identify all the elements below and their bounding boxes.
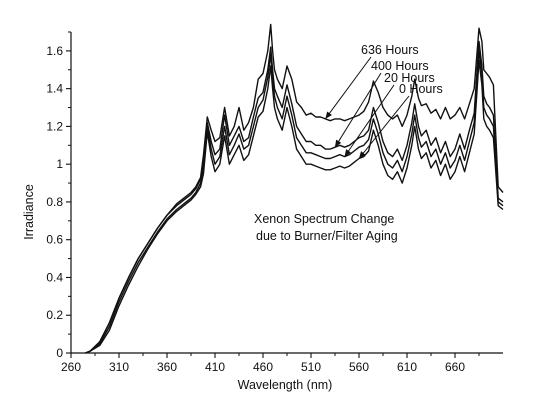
x-tick-label: 510 xyxy=(301,360,321,374)
annotation-line-1: Xenon Spectrum Change xyxy=(254,212,394,226)
x-tick-label: 310 xyxy=(109,360,129,374)
series-label-arrow-line xyxy=(344,84,395,157)
series-label-arrow-line xyxy=(358,95,410,159)
series-label-636-hours: 636 Hours xyxy=(361,43,419,57)
y-tick-label: 1 xyxy=(56,157,63,171)
series-line-0-hours xyxy=(85,59,504,354)
y-tick-label: 0 xyxy=(56,346,63,360)
x-tick-label: 260 xyxy=(61,360,81,374)
x-ticks-group: 260 310 360 410 460 510 560 610 660 xyxy=(61,353,480,374)
annotation-line-2: due to Burner/Filter Aging xyxy=(256,229,398,243)
series-label-0-hours: 0 Hours xyxy=(399,82,443,96)
series-line-400-hours xyxy=(85,40,504,354)
x-tick-label: 610 xyxy=(397,360,417,374)
series-label-arrow-head xyxy=(325,111,332,119)
y-ticks-group: 0 0.2 0.4 0.6 0.8 1 1.2 1.4 1.6 xyxy=(46,31,71,360)
y-tick-label: 0.4 xyxy=(46,270,63,284)
x-axis-title: Wavelength (nm) xyxy=(238,378,333,392)
x-tick-label: 360 xyxy=(157,360,177,374)
y-tick-label: 1.4 xyxy=(46,82,63,96)
series-label-arrow-head xyxy=(344,149,352,157)
x-tick-label: 460 xyxy=(253,360,273,374)
y-tick-label: 1.2 xyxy=(46,119,63,133)
series-label-20-hours: 20 Hours xyxy=(384,71,435,85)
series-line-20-hours xyxy=(85,50,504,354)
y-tick-label: 0.8 xyxy=(46,195,63,209)
y-axis-title: Irradiance xyxy=(22,184,36,240)
series-label-arrow-line xyxy=(334,72,382,148)
series-label-arrow-head xyxy=(335,139,342,148)
y-tick-label: 1.6 xyxy=(46,44,63,58)
x-tick-label: 660 xyxy=(445,360,465,374)
plot-series-group xyxy=(85,23,504,354)
axes-group: 260 310 360 410 460 510 560 610 660 0 0.2 0.4 0.6 0.… xyxy=(46,31,503,374)
y-tick-label: 0.6 xyxy=(46,233,63,247)
x-tick-label: 410 xyxy=(205,360,225,374)
series-line-636-hours xyxy=(85,23,504,354)
series-label-arrow-head xyxy=(359,151,366,159)
series-label-400-hours: 400 Hours xyxy=(371,59,429,73)
y-tick-label: 0.2 xyxy=(46,308,63,322)
x-tick-label: 560 xyxy=(349,360,369,374)
series-label-arrow-line xyxy=(324,56,372,120)
